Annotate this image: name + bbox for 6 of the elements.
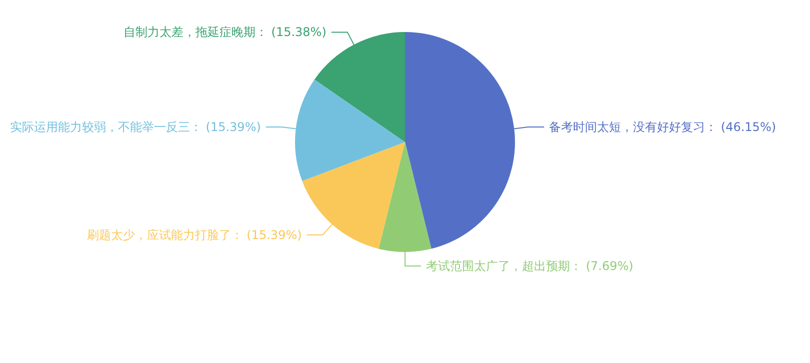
slice-label: 自制力太差，拖延症晚期： (15.38%): [123, 25, 326, 40]
slice-label: 刷题太少，应试能力打脸了： (15.39%): [86, 228, 302, 242]
pie-slice: [302, 142, 405, 249]
slice-label: 备考时间太短，没有好好复习： (46.15%): [549, 120, 776, 134]
slice-label: 考试范围太广了，超出预期： (7.69%): [426, 259, 634, 273]
slice-label: 实际运用能力较弱，不能举一反三： (15.39%): [10, 120, 261, 134]
